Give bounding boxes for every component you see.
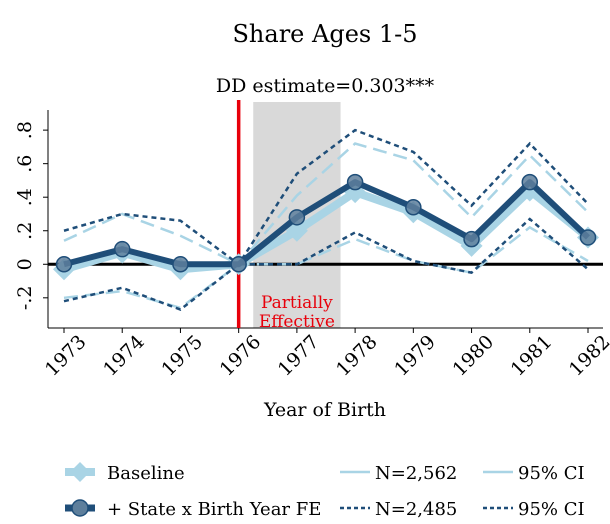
y-tick-label: .4: [14, 188, 36, 206]
legend-label-state-fe-n: N=2,485: [375, 499, 457, 520]
state-fe-point: [579, 229, 597, 246]
x-tick-label: 1981: [507, 331, 557, 381]
state-fe-point: [521, 173, 539, 191]
x-tick-label: 1975: [157, 331, 207, 381]
y-tick-label: -.2: [14, 286, 36, 311]
state-fe-point: [405, 199, 422, 216]
y-tick-label: 0: [14, 258, 36, 270]
legend-label-baseline-ci: 95% CI: [518, 463, 585, 484]
state-fe-point: [230, 256, 247, 273]
legend-swatch-state-fe-marker: [71, 499, 89, 517]
legend-entry-state-fe-ci: 95% CI: [483, 499, 585, 520]
chart-title: Share Ages 1-5: [232, 20, 417, 48]
legend-entry-baseline-n: N=2,562: [340, 463, 457, 484]
legend-entry-baseline: Baseline: [65, 462, 185, 484]
baseline-line: [62, 186, 591, 274]
legend: Baseline + State x Birth Year FE N=2,562…: [65, 462, 585, 520]
x-tick-label: 1976: [216, 331, 266, 381]
x-tick-label: 1974: [99, 331, 149, 381]
x-axis-label: Year of Birth: [263, 399, 386, 421]
state-fe-point: [55, 256, 73, 273]
legend-label-baseline: Baseline: [107, 463, 185, 484]
state-fe-point: [463, 230, 480, 248]
state-fe-point: [172, 256, 189, 273]
x-tick-label: 1977: [274, 331, 324, 381]
legend-swatch-baseline-marker: [70, 462, 90, 482]
legend-entry-state-fe: + State x Birth Year FE: [65, 499, 321, 520]
state-fe-point: [288, 209, 306, 226]
y-tick-label: .2: [14, 222, 36, 240]
x-tick-label: 1978: [332, 331, 382, 381]
legend-entry-state-fe-n: N=2,485: [340, 499, 457, 520]
x-tick-label: 1973: [41, 331, 91, 381]
x-tick-label: 1980: [448, 331, 498, 381]
state-fe-point: [346, 173, 364, 191]
y-tick-label: .6: [14, 155, 36, 173]
chart-subtitle: DD estimate=0.303***: [216, 75, 435, 97]
state-fe-line: [63, 179, 591, 268]
x-tick-label: 1982: [565, 331, 610, 381]
shaded-region-label-line1: Partially: [261, 293, 333, 313]
legend-label-state-fe: + State x Birth Year FE: [107, 499, 321, 520]
state-fe-ci-upper: [63, 128, 589, 267]
legend-entry-baseline-ci: 95% CI: [483, 463, 585, 484]
baseline-ci-upper: [63, 142, 589, 266]
state-fe-ci-lower: [63, 217, 589, 311]
x-tick-label: 1979: [390, 331, 440, 381]
state-fe-point: [113, 240, 131, 258]
y-tick-label: .8: [14, 121, 36, 139]
legend-label-state-fe-ci: 95% CI: [518, 499, 585, 520]
legend-label-baseline-n: N=2,562: [375, 463, 457, 484]
shaded-region-label-line2: Effective: [259, 312, 335, 332]
